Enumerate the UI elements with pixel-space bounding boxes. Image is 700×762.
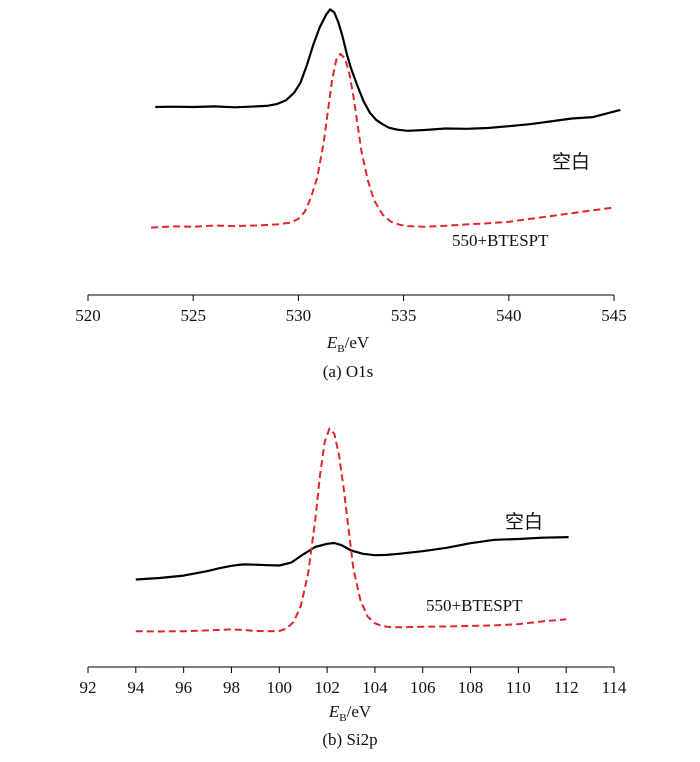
x-tick-label: 92: [80, 678, 97, 697]
panel-b-ticks: 92 94 96 98 100 102 104 106 108 110 112 114: [80, 667, 627, 697]
series-line-blank: [135, 536, 569, 581]
panel-a-xlabel: EB/eV: [326, 333, 370, 355]
x-tick-label: 520: [75, 306, 101, 325]
x-tick-label: 102: [314, 678, 340, 697]
panel-b-xlabel: EB/eV: [328, 702, 372, 724]
x-tick-label: 110: [506, 678, 531, 697]
x-tick-label: 540: [496, 306, 522, 325]
panel-a-series-label-blank: 空白: [552, 151, 590, 173]
panel-a: 520 525 530 535 540 545 空白 550+BTESPT EB/eV (…: [75, 8, 627, 381]
panel-a-xlabel-sub: B: [337, 343, 344, 355]
panel-b-curves: [135, 427, 569, 633]
panel-a-xlabel-unit: /eV: [345, 333, 370, 352]
x-tick-label: 104: [362, 678, 388, 697]
series-line-blank: [155, 8, 621, 132]
panel-b-series-label-btespt: 550+BTESPT: [426, 596, 523, 615]
panel-b-xlabel-sub: B: [339, 712, 346, 724]
panel-b: 92 94 96 98 100 102 104 106 108 110 112 114 空白 550+…: [80, 427, 627, 749]
x-tick-label: 535: [391, 306, 417, 325]
series-line-btespt: [151, 52, 615, 229]
x-tick-label: 100: [267, 678, 293, 697]
x-tick-label: 525: [180, 306, 206, 325]
x-tick-label: 112: [554, 678, 579, 697]
panel-b-xlabel-unit: /eV: [347, 702, 372, 721]
x-tick-label: 94: [127, 678, 145, 697]
x-tick-label: 96: [175, 678, 192, 697]
panel-b-xlabel-main: E: [328, 702, 340, 721]
panel-a-curves: [151, 8, 621, 229]
x-tick-label: 108: [458, 678, 484, 697]
panel-a-ticks: 520 525 530 535 540 545: [75, 295, 627, 325]
x-tick-label: 545: [601, 306, 627, 325]
x-tick-label: 98: [223, 678, 240, 697]
series-line-btespt: [135, 427, 567, 633]
panel-b-caption: (b) Si2p: [322, 730, 377, 749]
x-tick-label: 106: [410, 678, 436, 697]
x-tick-label: 530: [286, 306, 312, 325]
panel-b-series-label-blank: 空白: [505, 511, 543, 533]
panel-a-caption: (a) O1s: [323, 362, 374, 381]
panel-a-xlabel-main: E: [326, 333, 338, 352]
x-tick-label: 114: [602, 678, 627, 697]
panel-a-series-label-btespt: 550+BTESPT: [452, 231, 549, 250]
